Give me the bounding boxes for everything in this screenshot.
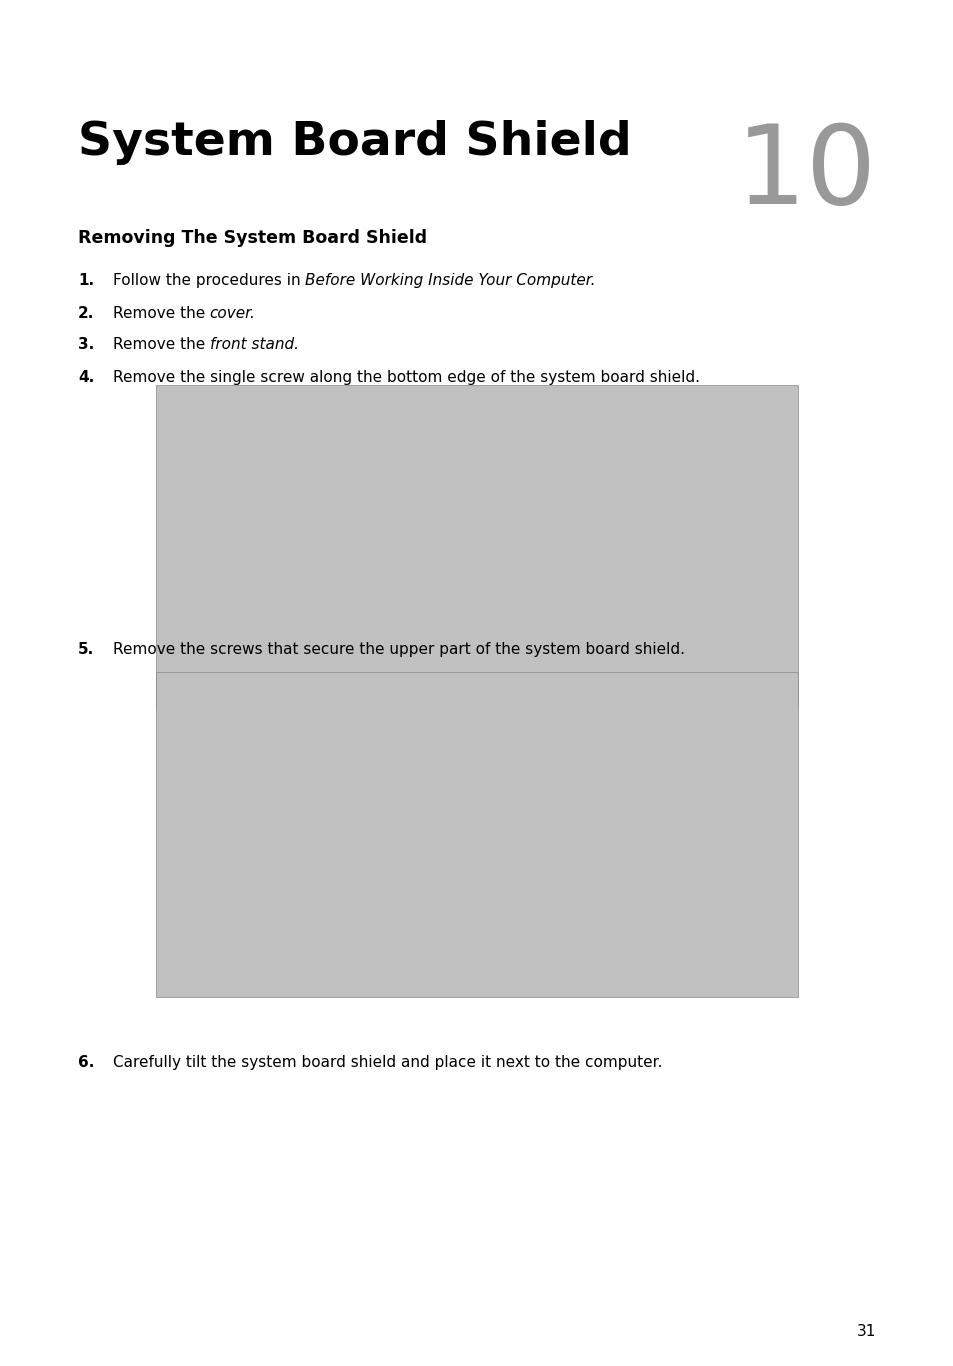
Text: front stand.: front stand.	[210, 337, 298, 352]
Text: Remove the: Remove the	[112, 306, 210, 321]
Text: Follow the procedures in: Follow the procedures in	[112, 273, 305, 288]
Text: Before Working Inside Your Computer.: Before Working Inside Your Computer.	[305, 273, 595, 288]
Text: 2.: 2.	[78, 306, 94, 321]
FancyBboxPatch shape	[155, 385, 798, 708]
Text: Removing The System Board Shield: Removing The System Board Shield	[78, 229, 427, 247]
Text: 1.: 1.	[78, 273, 94, 288]
Text: cover.: cover.	[210, 306, 255, 321]
FancyBboxPatch shape	[155, 672, 798, 997]
Text: Remove the single screw along the bottom edge of the system board shield.: Remove the single screw along the bottom…	[112, 370, 699, 385]
Text: 5.: 5.	[78, 642, 94, 657]
Text: Remove the screws that secure the upper part of the system board shield.: Remove the screws that secure the upper …	[112, 642, 684, 657]
Text: 6.: 6.	[78, 1055, 94, 1070]
Text: Carefully tilt the system board shield and place it next to the computer.: Carefully tilt the system board shield a…	[112, 1055, 661, 1070]
Text: 3.: 3.	[78, 337, 94, 352]
Text: 4.: 4.	[78, 370, 94, 385]
Text: 10: 10	[736, 120, 877, 227]
Text: System Board Shield: System Board Shield	[78, 120, 631, 165]
Text: Remove the: Remove the	[112, 337, 210, 352]
Text: 31: 31	[856, 1324, 875, 1339]
